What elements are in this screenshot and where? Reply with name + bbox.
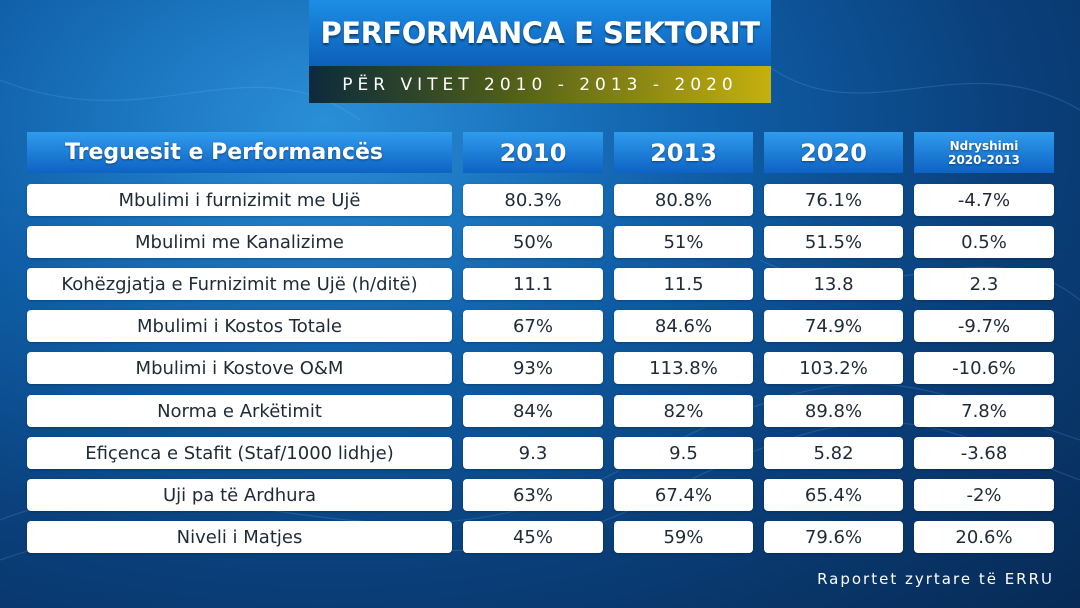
cell-2020: 65.4% [764, 479, 903, 511]
cell-change: -9.7% [914, 310, 1054, 342]
cell-2013: 59% [614, 521, 753, 553]
cell-2010: 84% [463, 395, 603, 427]
row-label: Mbulimi i furnizimit me Ujë [27, 184, 452, 216]
cell-change: 20.6% [914, 521, 1054, 553]
row-label: Efiçenca e Stafit (Staf/1000 lidhje) [27, 437, 452, 469]
cell-2013: 51% [614, 226, 753, 258]
cell-2010: 45% [463, 521, 603, 553]
cell-2020: 74.9% [764, 310, 903, 342]
cell-2010: 80.3% [463, 184, 603, 216]
cell-2010: 63% [463, 479, 603, 511]
cell-2013: 67.4% [614, 479, 753, 511]
row-label: Mbulimi i Kostos Totale [27, 310, 452, 342]
cell-change: 2.3 [914, 268, 1054, 300]
row-label: Kohëzgjatja e Furnizimit me Ujë (h/ditë) [27, 268, 452, 300]
cell-2020: 79.6% [764, 521, 903, 553]
cell-2020: 89.8% [764, 395, 903, 427]
cell-change: -3.68 [914, 437, 1054, 469]
cell-change: -2% [914, 479, 1054, 511]
cell-2010: 11.1 [463, 268, 603, 300]
source-note: Raportet zyrtare të ERRU [817, 570, 1054, 588]
cell-change: 7.8% [914, 395, 1054, 427]
title-banner: PERFORMANCA E SEKTORIT PËR VITET 2010 - … [309, 0, 771, 103]
row-label: Niveli i Matjes [27, 521, 452, 553]
cell-2020: 103.2% [764, 352, 903, 384]
cell-change: -10.6% [914, 352, 1054, 384]
cell-2020: 76.1% [764, 184, 903, 216]
cell-2020: 13.8 [764, 268, 903, 300]
page-title: PERFORMANCA E SEKTORIT [309, 0, 771, 66]
header-change: Ndryshimi 2020-2013 [914, 132, 1054, 173]
cell-2010: 9.3 [463, 437, 603, 469]
header-change-line2: 2020-2013 [948, 152, 1020, 167]
header-year-2020: 2020 [764, 132, 903, 173]
cell-change: 0.5% [914, 226, 1054, 258]
cell-2013: 11.5 [614, 268, 753, 300]
cell-2013: 80.8% [614, 184, 753, 216]
page-subtitle: PËR VITET 2010 - 2013 - 2020 [309, 66, 771, 103]
row-label: Uji pa të Ardhura [27, 479, 452, 511]
cell-2010: 50% [463, 226, 603, 258]
row-label: Mbulimi i Kostove O&M [27, 352, 452, 384]
row-label: Mbulimi me Kanalizime [27, 226, 452, 258]
header-change-line1: Ndryshimi [949, 138, 1019, 153]
cell-change: -4.7% [914, 184, 1054, 216]
row-label: Norma e Arkëtimit [27, 395, 452, 427]
cell-2010: 67% [463, 310, 603, 342]
header-indicators: Treguesit e Performancës [27, 132, 452, 173]
header-year-2013: 2013 [614, 132, 753, 173]
cell-2013: 84.6% [614, 310, 753, 342]
cell-2013: 9.5 [614, 437, 753, 469]
cell-2013: 82% [614, 395, 753, 427]
cell-2013: 113.8% [614, 352, 753, 384]
cell-2020: 51.5% [764, 226, 903, 258]
cell-2010: 93% [463, 352, 603, 384]
header-year-2010: 2010 [463, 132, 603, 173]
cell-2020: 5.82 [764, 437, 903, 469]
